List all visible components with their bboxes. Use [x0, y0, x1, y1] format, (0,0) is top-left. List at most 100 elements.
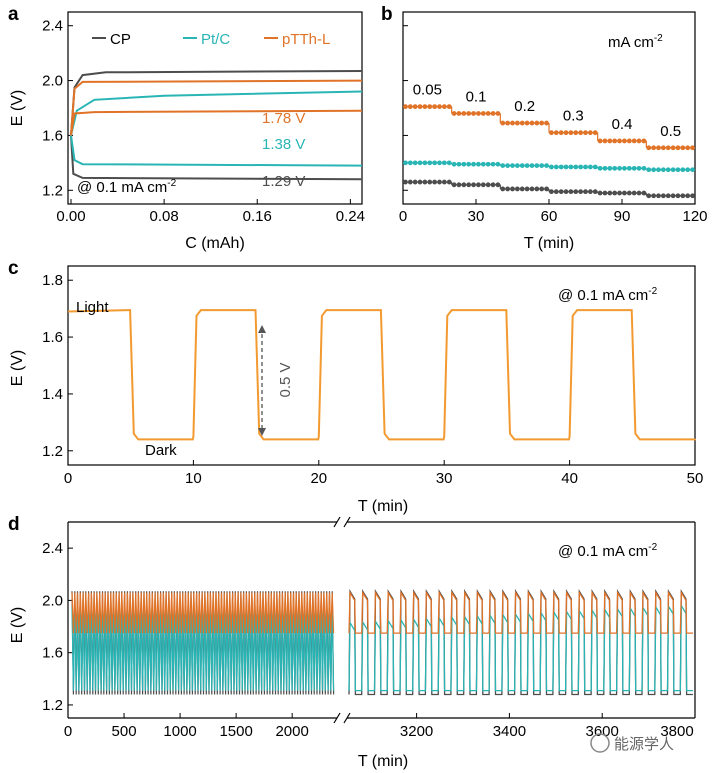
- panel-b-cp-point: [651, 193, 657, 199]
- panel-b-pTTh-point: [665, 145, 671, 151]
- panel-a-ptc-discharge-curve: [70, 135, 363, 167]
- panel-c-frame: [67, 265, 696, 466]
- panel-b-ptc-point: [622, 165, 627, 171]
- legend-cp-label: CP: [110, 31, 131, 48]
- panel-b-ptc-point: [432, 160, 438, 166]
- panel-c-xtick-label: 10: [185, 470, 202, 487]
- panel-a-cp-discharge-curve: [70, 135, 363, 181]
- panel-b-pTTh-point: [690, 145, 695, 151]
- panel-c-ytick-label: 1.2: [42, 443, 63, 460]
- panel-b-pTTh-point: [622, 138, 627, 144]
- panel-b-current-labels: 0.05 0.1 0.2 0.3 0.4 0.5: [413, 82, 681, 140]
- panel-b-ptc-point: [519, 163, 525, 169]
- panel-b-points: [403, 104, 695, 199]
- panel-b-cp-point: [680, 193, 686, 199]
- panel-b-cp-point: [641, 190, 647, 196]
- panel-b-cp-point: [622, 190, 627, 196]
- panel-d-xlabel: T (min): [358, 753, 408, 770]
- panel-b-cp-point: [573, 189, 579, 195]
- panel-c-xtick-label: 20: [310, 470, 327, 487]
- panel-d-cp-right-curve: [348, 588, 693, 696]
- panel-b-cp-point: [476, 182, 481, 188]
- panel-b-pTTh-point: [583, 130, 588, 136]
- panel-b-ptc-point: [480, 161, 486, 167]
- delta-arrow-down-icon: [258, 428, 266, 436]
- panel-b-pTTh-point: [534, 120, 540, 126]
- panel-b-pTTh-point: [563, 130, 569, 136]
- panel-b-xtick-label: 60: [541, 208, 558, 225]
- panel-b-xtick-label: 120: [682, 208, 707, 225]
- panel-b-pTTh-point: [641, 138, 647, 144]
- panel-b-ptc-point: [510, 163, 515, 169]
- panel-c-xlabel: T (min): [358, 498, 408, 515]
- panel-b-ptc-point: [490, 161, 496, 167]
- panel-b-pTTh-point: [607, 138, 613, 144]
- panel-b-pTTh-point: [451, 111, 457, 116]
- panel-b-cp-point: [602, 190, 608, 196]
- watermark-logo-icon: [590, 733, 610, 753]
- panel-d-xtick-label: 500: [112, 723, 137, 740]
- panel-b-ptc-point: [403, 160, 408, 166]
- panel-b-current-label: 0.1: [466, 88, 487, 105]
- panel-c-potential-curve: [67, 309, 696, 441]
- panel-b-ptc-point: [422, 160, 428, 166]
- panel-b-pTTh-point: [490, 111, 496, 116]
- panel-b-ptc-point: [670, 167, 676, 173]
- panel-c-ticks: 0 10 20 30 40 50 1.2 1.4 1.6 1.8: [42, 272, 703, 487]
- panel-b-pTTh-point: [476, 111, 481, 116]
- panel-d-axis-break-mark: [333, 712, 341, 724]
- panel-d-ytick-label: 1.6: [42, 645, 63, 662]
- panel-b-pTTh-point: [544, 120, 549, 126]
- panel-b-pTTh-point: [626, 138, 632, 144]
- panel-a-ptth-l-discharge-curve: [70, 109, 363, 136]
- panel-d-axis-break-mark: [343, 712, 351, 724]
- panel-b-ptc-point: [407, 160, 413, 166]
- panel-b-ptc-point: [441, 160, 447, 166]
- panel-b-ptc-point: [641, 165, 647, 171]
- panel-b-cp-point: [490, 182, 496, 188]
- panel-c-dark-label: Dark: [145, 442, 177, 459]
- panel-b-pTTh-point: [675, 145, 681, 151]
- panel-b-cp-point: [675, 193, 681, 199]
- panel-b-pTTh-point: [417, 104, 423, 110]
- panel-b-pTTh-point: [646, 145, 652, 151]
- panel-b-cp-point: [558, 189, 564, 195]
- panel-b-cp-point: [437, 179, 442, 185]
- panel-b-ptc-point: [626, 165, 632, 171]
- panel-b-pTTh-point: [597, 138, 603, 144]
- panel-b-ptc-point: [602, 165, 608, 171]
- watermark-text: 能源学人: [614, 735, 674, 753]
- annotation-1-29v: 1.29 V: [262, 173, 305, 190]
- panel-b-pTTh-point: [631, 138, 637, 144]
- panel-b-cp-point: [646, 193, 652, 199]
- panel-b-pTTh-point: [495, 111, 501, 116]
- panel-b-pTTh-point: [612, 138, 618, 144]
- panel-b-ptc-point: [476, 161, 481, 167]
- panel-a-ptth-l-charge-curve: [70, 79, 363, 136]
- panel-b-cp-point: [607, 190, 613, 196]
- panel-b-pTTh-point: [656, 145, 661, 151]
- panel-b-cp-point: [451, 182, 457, 188]
- panel-a-ytick-label: 2.0: [42, 73, 63, 90]
- panel-b-xtick-label: 30: [468, 208, 485, 225]
- panel-b-pTTh-point: [524, 120, 530, 126]
- panel-d-ptth-l-right-curve: [348, 590, 693, 634]
- panel-b-pTTh-point: [427, 104, 433, 110]
- panel-b-pTTh-point: [471, 111, 476, 116]
- panel-b-pTTh-point: [670, 145, 676, 151]
- panel-b-pTTh-point: [578, 130, 584, 136]
- panel-c-ytick-label: 1.8: [42, 272, 63, 289]
- panel-b-ptc-point: [573, 164, 579, 170]
- panel-label-c: c: [8, 258, 19, 279]
- panel-b-ptc-point: [592, 164, 598, 170]
- panel-b-cp-point: [553, 189, 559, 195]
- panel-b-ptc-point: [651, 167, 657, 173]
- panel-c-ytick-label: 1.4: [42, 386, 63, 403]
- panel-c-curve: [67, 309, 696, 441]
- panel-b-pTTh-point: [617, 138, 622, 144]
- annotation-1-78v: 1.78 V: [262, 110, 305, 127]
- panel-b-ptc-point: [636, 165, 642, 171]
- panel-b-pTTh-point: [568, 130, 574, 136]
- panel-b-cp-point: [583, 189, 588, 195]
